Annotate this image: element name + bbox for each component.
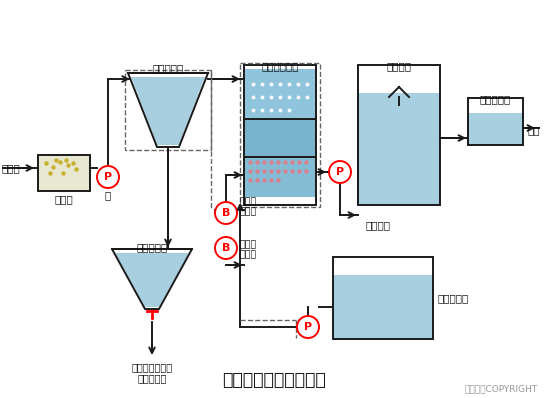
Text: 投氧混合池: 投氧混合池 bbox=[480, 94, 511, 104]
Bar bbox=[245, 69, 315, 119]
Bar bbox=[358, 93, 440, 205]
Text: B: B bbox=[222, 208, 230, 218]
Bar bbox=[358, 65, 440, 205]
Text: 初次沉淀池: 初次沉淀池 bbox=[152, 63, 184, 73]
Bar bbox=[38, 155, 90, 191]
Bar bbox=[240, 63, 320, 207]
Text: P: P bbox=[304, 322, 312, 332]
Text: 曝气生物滤池: 曝气生物滤池 bbox=[261, 61, 299, 71]
Bar bbox=[333, 275, 433, 339]
Text: 泵: 泵 bbox=[105, 190, 111, 200]
Circle shape bbox=[215, 237, 237, 259]
Circle shape bbox=[329, 161, 351, 183]
Text: 反冲用
空压机: 反冲用 空压机 bbox=[240, 197, 257, 217]
Text: 污泥处理设备或
系统外排放: 污泥处理设备或 系统外排放 bbox=[132, 362, 173, 384]
Circle shape bbox=[215, 202, 237, 224]
Text: 东方仿真COPYRIGHT: 东方仿真COPYRIGHT bbox=[465, 384, 538, 393]
Bar bbox=[245, 119, 315, 157]
Text: 放流: 放流 bbox=[527, 125, 539, 135]
Text: P: P bbox=[104, 172, 112, 182]
Bar bbox=[125, 70, 211, 150]
Text: 生物滤池污水处理系统: 生物滤池污水处理系统 bbox=[222, 371, 326, 389]
Bar bbox=[245, 157, 315, 197]
Text: 原污水: 原污水 bbox=[2, 163, 21, 173]
Text: 沉砂池: 沉砂池 bbox=[55, 194, 73, 204]
Polygon shape bbox=[115, 253, 189, 307]
Polygon shape bbox=[131, 77, 205, 145]
Bar bbox=[468, 113, 523, 145]
Bar bbox=[468, 98, 523, 145]
Text: 曝气用
空压机: 曝气用 空压机 bbox=[240, 240, 257, 260]
Text: 处理水池: 处理水池 bbox=[386, 61, 412, 71]
Text: 污泥浓缩池: 污泥浓缩池 bbox=[136, 242, 168, 252]
Text: P: P bbox=[336, 167, 344, 177]
Text: 反冲洗水池: 反冲洗水池 bbox=[437, 293, 468, 303]
Bar bbox=[244, 65, 316, 205]
Bar bbox=[333, 257, 433, 339]
Circle shape bbox=[97, 166, 119, 188]
Circle shape bbox=[297, 316, 319, 338]
Text: B: B bbox=[222, 243, 230, 253]
Text: 反冲洗水: 反冲洗水 bbox=[365, 220, 390, 230]
